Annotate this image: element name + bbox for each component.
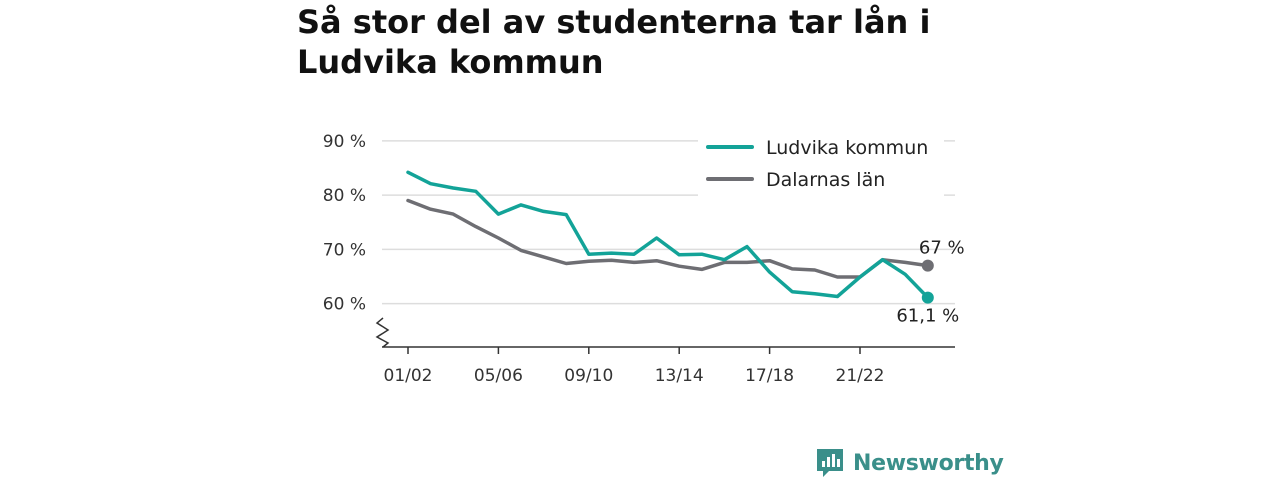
y-tick-label: 60 %: [323, 295, 366, 315]
x-axis-ticks: 01/02 05/06 09/10 13/14 17/18 21/22: [384, 347, 885, 386]
end-label-dalarna: 67 %: [919, 238, 965, 259]
x-tick-label: 01/02: [384, 366, 433, 386]
end-labels: 67 % 61,1 %: [896, 238, 964, 327]
page-title: Så stor del av studenterna tar lån i Lud…: [297, 3, 931, 81]
y-axis-ticks: 60 % 70 % 80 % 90 %: [323, 132, 366, 315]
brand-logo: Newsworthy: [815, 446, 1004, 480]
x-tick-label: 13/14: [655, 366, 704, 386]
end-label-ludvika: 61,1 %: [896, 306, 959, 327]
y-tick-label: 90 %: [323, 132, 366, 152]
series-lines: [406, 170, 934, 304]
legend-label: Dalarnas län: [766, 169, 885, 191]
end-point-dalarna: [921, 259, 934, 272]
legend-background: [698, 132, 944, 200]
end-point-ludvika: [921, 291, 934, 304]
series-line-ludvika: [406, 170, 930, 300]
y-tick-label: 70 %: [323, 240, 366, 260]
bar-chart-logo-icon: [817, 449, 843, 477]
x-tick-label: 09/10: [564, 366, 613, 386]
x-axis: [375, 317, 955, 348]
x-tick-label: 05/06: [474, 366, 523, 386]
x-tick-label: 21/22: [836, 366, 885, 386]
legend: Ludvika kommun Dalarnas län: [698, 132, 944, 200]
y-tick-label: 80 %: [323, 186, 366, 206]
series-line-dalarna: [406, 198, 930, 279]
brand-name: Newsworthy: [853, 450, 1004, 476]
legend-label: Ludvika kommun: [766, 137, 928, 159]
x-tick-label: 17/18: [745, 366, 794, 386]
axis-break-icon: [375, 317, 390, 348]
